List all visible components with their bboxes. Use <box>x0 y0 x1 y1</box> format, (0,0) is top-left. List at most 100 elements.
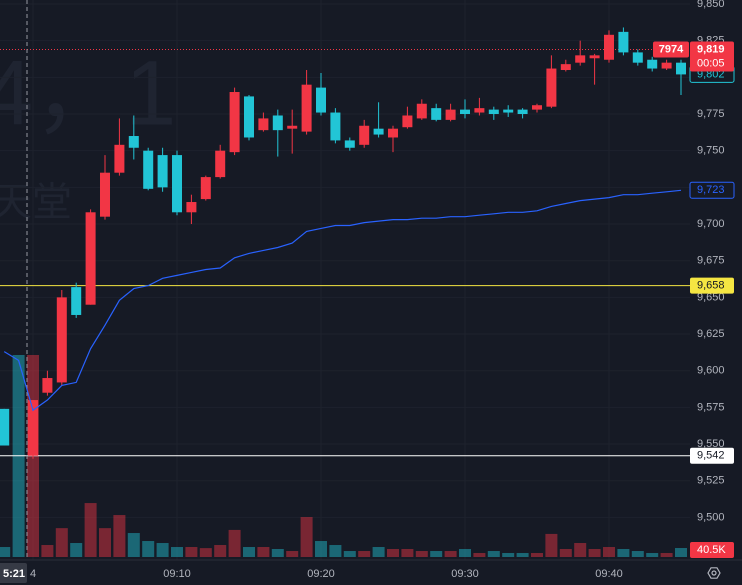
candle-body <box>661 62 672 69</box>
volume-bar <box>531 553 543 557</box>
candle-body <box>157 155 168 188</box>
volume-bar <box>171 547 183 557</box>
y-tick-label: 9,525 <box>697 475 725 487</box>
x-tick-label: 09:10 <box>163 568 191 580</box>
volume-bar <box>99 528 111 557</box>
x-tick-label: 09:20 <box>307 568 335 580</box>
price-line-label-box <box>690 447 734 464</box>
volume-bar <box>473 553 486 557</box>
candle-body <box>258 118 269 131</box>
candle-body <box>575 55 586 63</box>
candle-body <box>114 144 125 173</box>
volume-bar <box>0 547 11 557</box>
candle-body <box>229 92 240 153</box>
y-tick-label: 9,675 <box>697 255 725 267</box>
y-tick-label: 9,600 <box>697 365 725 377</box>
last-volume-label: 7974 <box>659 43 684 55</box>
countdown: 00:05 <box>697 57 725 69</box>
candle-body <box>85 212 96 305</box>
x-tick-label: 4 <box>30 568 36 580</box>
watermark: 天堂 <box>0 181 72 225</box>
volume-bar <box>487 551 500 557</box>
volume-bar <box>516 553 529 557</box>
candle-body <box>503 109 514 113</box>
settings-icon[interactable] <box>707 567 721 579</box>
candle-body <box>632 52 643 63</box>
y-tick-label: 9,500 <box>697 511 725 523</box>
volume-bar <box>459 549 471 557</box>
volume-bar <box>156 543 169 557</box>
candle-body <box>28 400 38 456</box>
volume-bar <box>41 545 54 557</box>
volume-bar <box>675 548 687 557</box>
last-price-label: 9,819 <box>697 43 725 55</box>
candle-body <box>488 109 499 115</box>
volume-bar <box>70 543 83 557</box>
y-tick-label: 9,700 <box>697 218 725 230</box>
volume-bar <box>617 549 630 557</box>
plot: 4，1 天堂 <box>0 0 690 560</box>
candle-body <box>186 202 197 213</box>
candle-body <box>56 297 67 383</box>
candle-body <box>388 128 398 138</box>
candle-body <box>373 128 384 135</box>
candle-body <box>287 125 298 129</box>
y-tick-label: 9,625 <box>697 328 725 340</box>
candle-body <box>589 55 600 59</box>
settings-dot <box>711 570 717 576</box>
candle-body <box>416 103 427 119</box>
price-line-label: 9,542 <box>697 450 725 462</box>
candle-body <box>330 112 341 141</box>
candle-body <box>604 34 614 60</box>
crosshair-time-box <box>0 563 27 583</box>
y-tick-label: 9,550 <box>697 438 725 450</box>
volume-bar <box>574 543 587 557</box>
volume-bar <box>257 547 270 557</box>
candle-body <box>172 155 182 213</box>
ma-line <box>3 189 682 412</box>
candle-body <box>445 109 456 120</box>
volume-bar <box>401 549 414 557</box>
candle-body <box>100 172 110 217</box>
volume-bar <box>588 549 601 557</box>
volume-bar <box>430 551 443 557</box>
candle-body <box>244 96 254 138</box>
volume-bar <box>315 541 327 557</box>
volume-bar <box>329 545 342 557</box>
candle-body <box>517 109 528 115</box>
volume-bar <box>631 551 644 557</box>
y-tick-label: 9,850 <box>697 0 725 10</box>
volume-bar <box>185 547 198 557</box>
volume-bar <box>127 533 140 557</box>
candle-body <box>344 140 355 148</box>
candle-body <box>676 62 686 75</box>
y-tick-label: 9,575 <box>697 401 725 413</box>
volume-bar <box>113 515 126 557</box>
volume-bar <box>358 551 371 557</box>
x-tick-label: 09:40 <box>595 568 623 580</box>
last-price-box <box>690 41 734 72</box>
volume-bar <box>603 547 615 557</box>
candle-body <box>532 105 542 110</box>
volume-bar <box>415 551 428 557</box>
volume-bar <box>387 549 399 557</box>
candle-body <box>474 108 485 113</box>
candle-body <box>402 115 413 128</box>
volume-bar <box>228 529 241 557</box>
ma-last-label: 9,723 <box>697 184 725 196</box>
crosshair-time: 5:21 <box>3 568 25 580</box>
volume-bar <box>646 553 659 557</box>
candle-body <box>359 125 370 145</box>
candle-body <box>215 150 226 178</box>
candle-body <box>546 68 557 107</box>
volume-bar <box>559 549 572 557</box>
volume-bar <box>142 541 155 557</box>
candle-body <box>647 59 658 69</box>
y-tick-label: 9,775 <box>697 108 725 120</box>
watermark: 4，1 <box>0 42 176 144</box>
y-tick-label: 9,750 <box>697 145 725 157</box>
volume-bar <box>286 551 299 557</box>
candle-body <box>200 177 211 200</box>
